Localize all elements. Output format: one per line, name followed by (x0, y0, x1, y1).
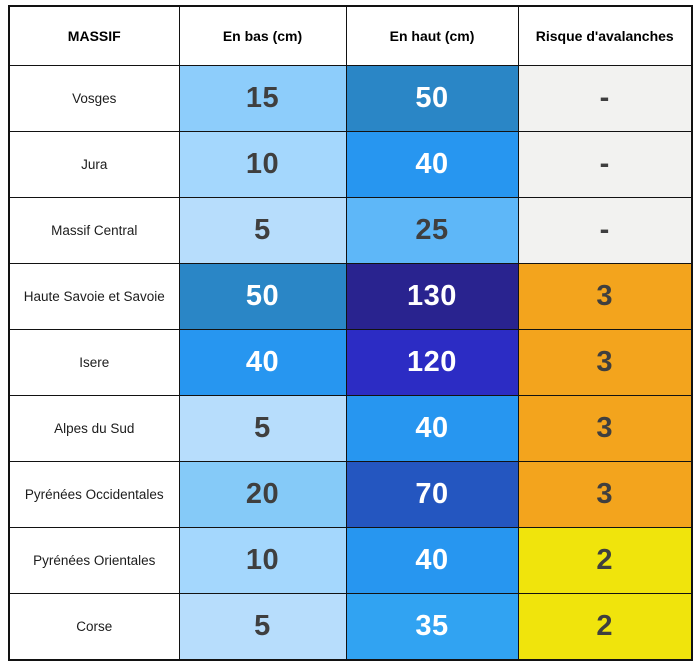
massif-cell: Alpes du Sud (8, 395, 180, 462)
table-row: Jura 10 40- (8, 131, 693, 198)
en-haut-cell: 25 (345, 197, 519, 264)
en-haut-cell: 40 (345, 395, 519, 462)
risque-cell: 3 (517, 263, 693, 330)
header-risque-avalanches: Risque d'avalanches (517, 5, 693, 66)
en-haut-cell: 70 (345, 461, 519, 528)
risque-cell: 2 (517, 527, 693, 594)
table-row: Massif Central 5 25- (8, 197, 693, 264)
table-row: Alpes du Sud 5 40 3 (8, 395, 693, 462)
en-bas-cell: 10 (178, 131, 347, 198)
en-bas-cell: 5 (178, 197, 347, 264)
massif-cell: Pyrénées Occidentales (8, 461, 180, 528)
massif-cell: Jura (8, 131, 180, 198)
en-bas-cell: 5 (178, 395, 347, 462)
risque-cell: - (517, 197, 693, 264)
massif-cell: Haute Savoie et Savoie (8, 263, 180, 330)
en-bas-cell: 10 (178, 527, 347, 594)
risque-cell: 3 (517, 329, 693, 396)
header-massif: MASSIF (8, 5, 180, 66)
risque-cell: 3 (517, 461, 693, 528)
table-body: Vosges 15 50- Jura 10 40- Massif Central 5 25- Ha… (8, 65, 693, 661)
risque-cell: - (517, 131, 693, 198)
en-bas-cell: 15 (178, 65, 347, 132)
table-row: Corse 5 35 2 (8, 593, 693, 661)
massif-cell: Isere (8, 329, 180, 396)
snow-avalanche-table: MASSIF En bas (cm) En haut (cm) Risque d… (8, 5, 693, 661)
table-row: Pyrénées Occidentales 20 70 3 (8, 461, 693, 528)
en-haut-cell: 120 (345, 329, 519, 396)
en-bas-cell: 40 (178, 329, 347, 396)
massif-cell: Vosges (8, 65, 180, 132)
en-haut-cell: 130 (345, 263, 519, 330)
en-bas-cell: 20 (178, 461, 347, 528)
en-bas-cell: 50 (178, 263, 347, 330)
table-row: Isere 40 120 3 (8, 329, 693, 396)
header-row: MASSIF En bas (cm) En haut (cm) Risque d… (8, 5, 693, 66)
table-row: Vosges 15 50- (8, 65, 693, 132)
en-haut-cell: 50 (345, 65, 519, 132)
table-row: Pyrénées Orientales 10 40 2 (8, 527, 693, 594)
massif-cell: Massif Central (8, 197, 180, 264)
risque-cell: - (517, 65, 693, 132)
en-haut-cell: 40 (345, 527, 519, 594)
header-en-bas: En bas (cm) (178, 5, 347, 66)
header-en-haut: En haut (cm) (345, 5, 519, 66)
en-bas-cell: 5 (178, 593, 347, 661)
en-haut-cell: 35 (345, 593, 519, 661)
table-row: Haute Savoie et Savoie 50 130 3 (8, 263, 693, 330)
en-haut-cell: 40 (345, 131, 519, 198)
risque-cell: 3 (517, 395, 693, 462)
risque-cell: 2 (517, 593, 693, 661)
massif-cell: Pyrénées Orientales (8, 527, 180, 594)
massif-cell: Corse (8, 593, 180, 661)
